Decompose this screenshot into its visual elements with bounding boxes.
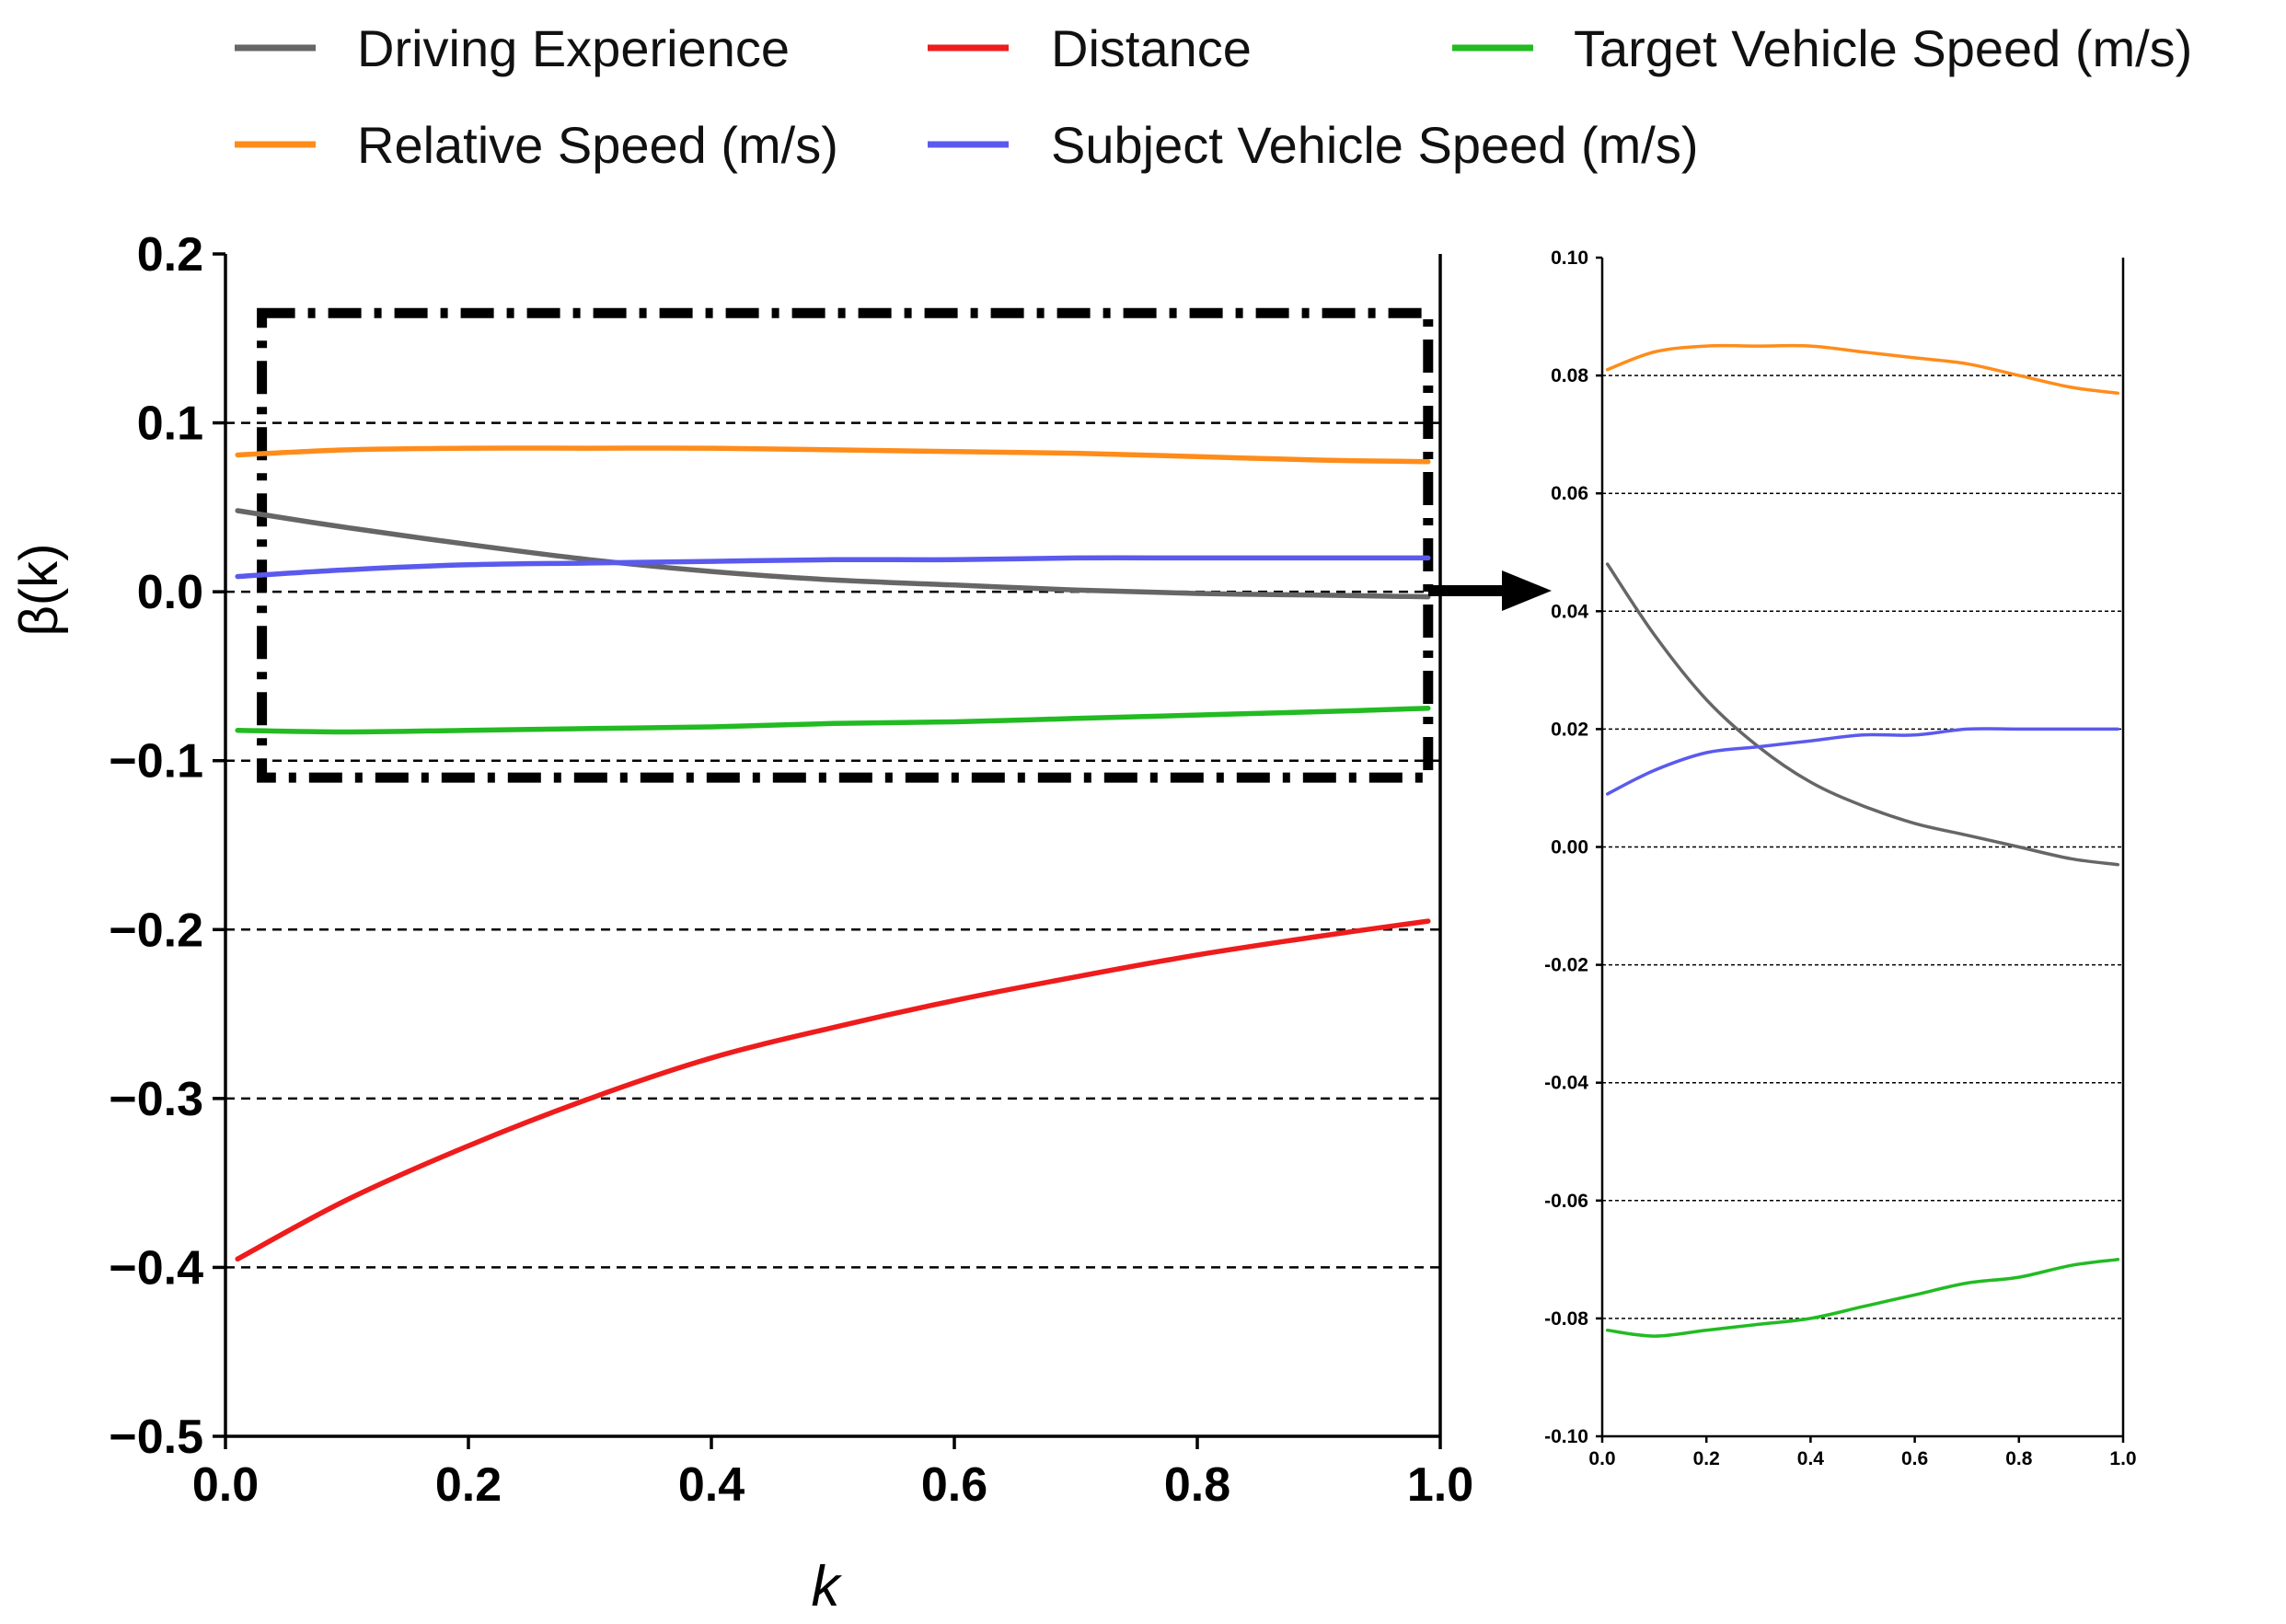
- inset-y-tick-label: -0.08: [1544, 1308, 1588, 1330]
- inset-series: [1605, 343, 2120, 1338]
- inset-x-tick-label: 0.6: [1901, 1448, 1928, 1469]
- main-x-tick-label: 0.6: [921, 1458, 987, 1512]
- legend-label-relative-speed: Relative Speed (m/s): [357, 116, 838, 174]
- main-y-tick-label: −0.3: [109, 1073, 203, 1126]
- inset-x-tick-label: 1.0: [2109, 1448, 2136, 1469]
- inset-chart: 0.10 0.08 0.06 0.04 0.02 0.00 -0.02 -0.04 -0.06 -…: [1544, 248, 2136, 1469]
- inset-axes: 0.10 0.08 0.06 0.04 0.02 0.00 -0.02 -0.04 -0.06 -…: [1544, 248, 2136, 1469]
- main-series-relative-speed: [235, 445, 1431, 465]
- inset-y-tick-label: 0.06: [1551, 483, 1588, 504]
- legend-label-target-vehicle-speed: Target Vehicle Speed (m/s): [1574, 19, 2192, 77]
- main-y-tick-label: −0.5: [109, 1411, 203, 1464]
- main-series-target-vehicle-speed: [235, 706, 1431, 735]
- zoom-region-rect: [257, 307, 1434, 783]
- inset-y-tick-label: -0.10: [1544, 1426, 1588, 1447]
- inset-series-driving-experience: [1605, 562, 2120, 867]
- main-y-tick-label: 0.2: [137, 228, 203, 282]
- inset-x-tick-label: 0.2: [1693, 1448, 1720, 1469]
- main-y-tick-label: 0.1: [137, 397, 203, 451]
- legend: Driving Experience Distance Target Vehicle…: [235, 19, 2192, 174]
- inset-y-tick-label: 0.02: [1551, 719, 1588, 740]
- inset-series-subject-vehicle-speed: [1605, 727, 2120, 796]
- main-x-tick-label: 0.0: [192, 1458, 259, 1512]
- main-y-tick-label: −0.4: [109, 1241, 203, 1295]
- inset-x-tick-label: 0.4: [1797, 1448, 1825, 1469]
- inset-y-tick-label: -0.02: [1544, 955, 1588, 976]
- zoom-arrow: [1428, 570, 1552, 611]
- zoom-arrow-head: [1502, 570, 1552, 611]
- main-x-tick-label: 0.2: [435, 1458, 502, 1512]
- main-y-tick-label: 0.0: [137, 566, 203, 619]
- main-axes: 0.20.10.0−0.1−0.2−0.3−0.4−0.50.0 0.2 0.4 0.…: [109, 228, 1473, 1512]
- main-gridlines: [225, 421, 1440, 1269]
- inset-x-tick-label: 0.8: [2005, 1448, 2033, 1469]
- inset-x-tick-label: 0.0: [1588, 1448, 1615, 1469]
- main-chart: 0.20.10.0−0.1−0.2−0.3−0.4−0.50.0 0.2 0.4 0.…: [9, 228, 1473, 1618]
- main-x-tick-label: 1.0: [1407, 1458, 1473, 1512]
- main-series-driving-experience: [235, 508, 1431, 600]
- inset-y-tick-label: 0.10: [1551, 248, 1588, 269]
- inset-y-tick-label: -0.04: [1544, 1073, 1588, 1094]
- main-series-distance: [235, 918, 1431, 1262]
- main-x-tick-label: 0.4: [678, 1458, 745, 1512]
- inset-y-tick-label: 0.08: [1551, 365, 1588, 386]
- main-x-tick-label: 0.8: [1164, 1458, 1230, 1512]
- legend-label-driving-experience: Driving Experience: [357, 19, 790, 77]
- inset-y-tick-label: -0.06: [1544, 1191, 1588, 1212]
- main-y-axis-label: β(k): [9, 544, 69, 637]
- main-series: [235, 445, 1431, 1262]
- inset-y-tick-label: 0.00: [1551, 837, 1588, 858]
- main-series-subject-vehicle-speed: [235, 555, 1431, 580]
- inset-y-tick-label: 0.04: [1551, 601, 1588, 622]
- main-x-axis-label: k: [812, 1555, 843, 1618]
- inset-series-target-vehicle-speed: [1605, 1258, 2120, 1338]
- zoom-region-box: [257, 307, 1434, 783]
- inset-gridlines: [1602, 374, 2123, 1319]
- legend-label-distance: Distance: [1051, 19, 1252, 77]
- inset-series-relative-speed: [1605, 343, 2120, 396]
- main-y-tick-label: −0.1: [109, 735, 203, 789]
- legend-label-subject-vehicle-speed: Subject Vehicle Speed (m/s): [1051, 116, 1698, 174]
- main-y-tick-label: −0.2: [109, 904, 203, 957]
